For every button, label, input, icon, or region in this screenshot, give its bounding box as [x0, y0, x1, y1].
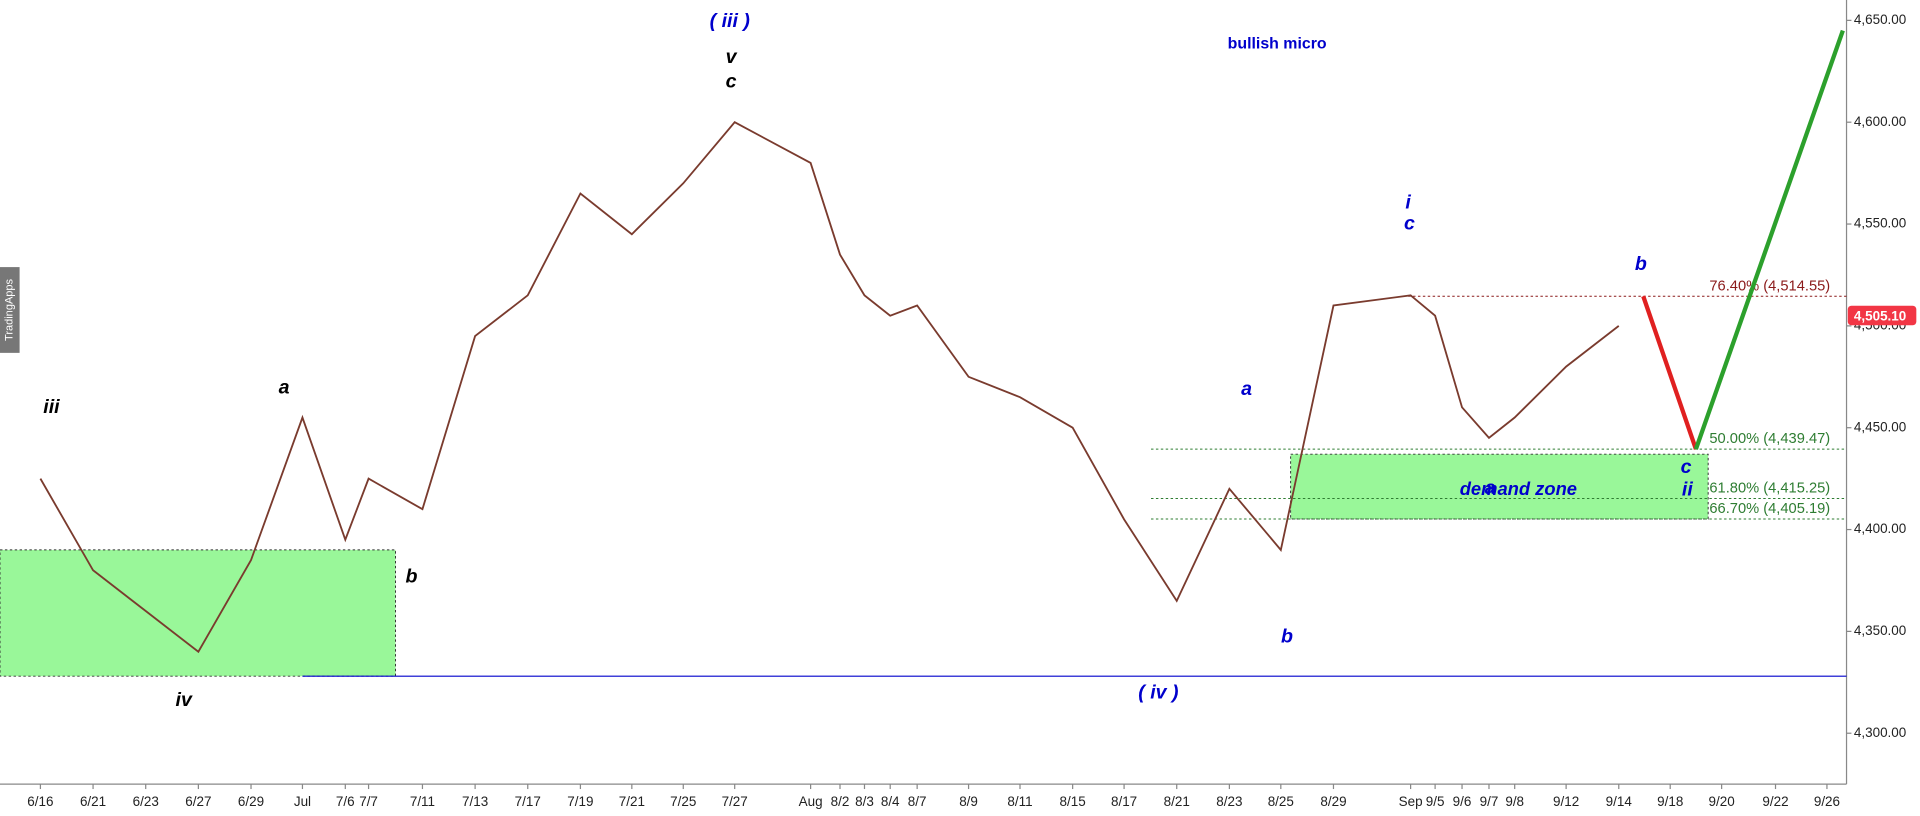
x-tick-label: 9/12 [1553, 794, 1579, 809]
last-price-box [1847, 305, 1917, 326]
x-tick-label: 9/14 [1606, 794, 1633, 809]
watermark: TradingApps [4, 278, 16, 341]
wave-label: bullish micro [1228, 35, 1327, 52]
x-tick-label: 9/26 [1814, 794, 1840, 809]
wave-label: ( iii ) [710, 10, 750, 32]
x-tick-label: 8/21 [1164, 794, 1190, 809]
x-tick-label: 7/27 [722, 794, 748, 809]
x-tick-label: 6/21 [80, 794, 106, 809]
projection [1693, 29, 1845, 450]
zone-label: demand zone [1460, 478, 1577, 499]
x-tick-label: 6/16 [27, 794, 53, 809]
wave-label: a [279, 377, 290, 399]
wave-label: c [1681, 456, 1692, 478]
x-tick-label: 7/25 [670, 794, 696, 809]
y-tick-label: 4,550.00 [1854, 216, 1906, 231]
fib-label: 50.00% (4,439.47) [1709, 431, 1830, 447]
x-tick-label: 7/6 [336, 794, 355, 809]
y-tick-label: 4,300.00 [1854, 725, 1906, 740]
wave-label: b [405, 565, 417, 587]
x-tick-label: 8/11 [1007, 794, 1032, 809]
x-tick-label: 8/17 [1111, 794, 1137, 809]
fib-label: 66.70% (4,405.19) [1709, 501, 1830, 517]
wave-label: b [1281, 625, 1293, 647]
x-tick-label: 8/2 [831, 794, 850, 809]
x-tick-label: Jul [294, 794, 311, 809]
zone [1290, 453, 1709, 520]
wave-label: a [1485, 477, 1496, 499]
x-tick-label: 7/19 [567, 794, 593, 809]
x-tick-label: 8/29 [1320, 794, 1346, 809]
x-tick-label: 9/18 [1657, 794, 1683, 809]
x-tick-label: 8/25 [1268, 794, 1294, 809]
wave-label: ( iv ) [1138, 682, 1178, 704]
x-tick-label: 6/27 [185, 794, 211, 809]
wave-label: iv [176, 689, 193, 711]
x-tick-label: 8/23 [1216, 794, 1242, 809]
wave-label: c [726, 70, 737, 92]
x-tick-label: Sep [1399, 794, 1423, 809]
x-tick-label: 7/7 [359, 794, 378, 809]
x-tick-label: 7/17 [515, 794, 541, 809]
x-tick-label: 8/15 [1060, 794, 1086, 809]
wave-label: b [1635, 253, 1647, 275]
x-tick-label: 9/8 [1505, 794, 1524, 809]
x-tick-label: 9/6 [1453, 794, 1472, 809]
y-tick-label: 4,450.00 [1854, 419, 1906, 434]
fib-label: 61.80% (4,415.25) [1709, 481, 1830, 497]
wave-label: i [1405, 192, 1411, 214]
x-tick-label: 6/23 [133, 794, 159, 809]
zone [0, 549, 396, 677]
x-tick-label: 6/29 [238, 794, 264, 809]
x-tick-label: 8/4 [881, 794, 900, 809]
x-tick-label: 9/7 [1480, 794, 1499, 809]
projection [1641, 295, 1698, 450]
watermark-box [0, 267, 20, 353]
y-tick-label: 4,650.00 [1854, 12, 1906, 27]
x-tick-label: 7/21 [619, 794, 645, 809]
wave-label: c [1404, 212, 1415, 234]
x-tick-label: 9/20 [1709, 794, 1735, 809]
x-tick-label: 9/22 [1762, 794, 1788, 809]
x-tick-label: 8/7 [908, 794, 927, 809]
wave-label: ii [1682, 478, 1693, 500]
y-tick-label: 4,400.00 [1854, 521, 1906, 536]
x-tick-label: 7/13 [462, 794, 488, 809]
x-tick-label: 9/5 [1426, 794, 1445, 809]
last-price-label: 4,505.10 [1854, 308, 1906, 323]
wave-label: iii [43, 396, 60, 418]
fib-label: 76.40% (4,514.55) [1709, 278, 1830, 294]
wave-label: a [1241, 378, 1252, 400]
price-line [39, 121, 1620, 654]
y-tick-label: 4,350.00 [1854, 623, 1906, 638]
x-tick-label: 7/11 [410, 794, 435, 809]
wave-label: v [726, 46, 738, 68]
x-tick-label: Aug [799, 794, 823, 809]
x-tick-label: 8/9 [959, 794, 978, 809]
y-tick-label: 4,600.00 [1854, 114, 1906, 129]
x-tick-label: 8/3 [855, 794, 874, 809]
